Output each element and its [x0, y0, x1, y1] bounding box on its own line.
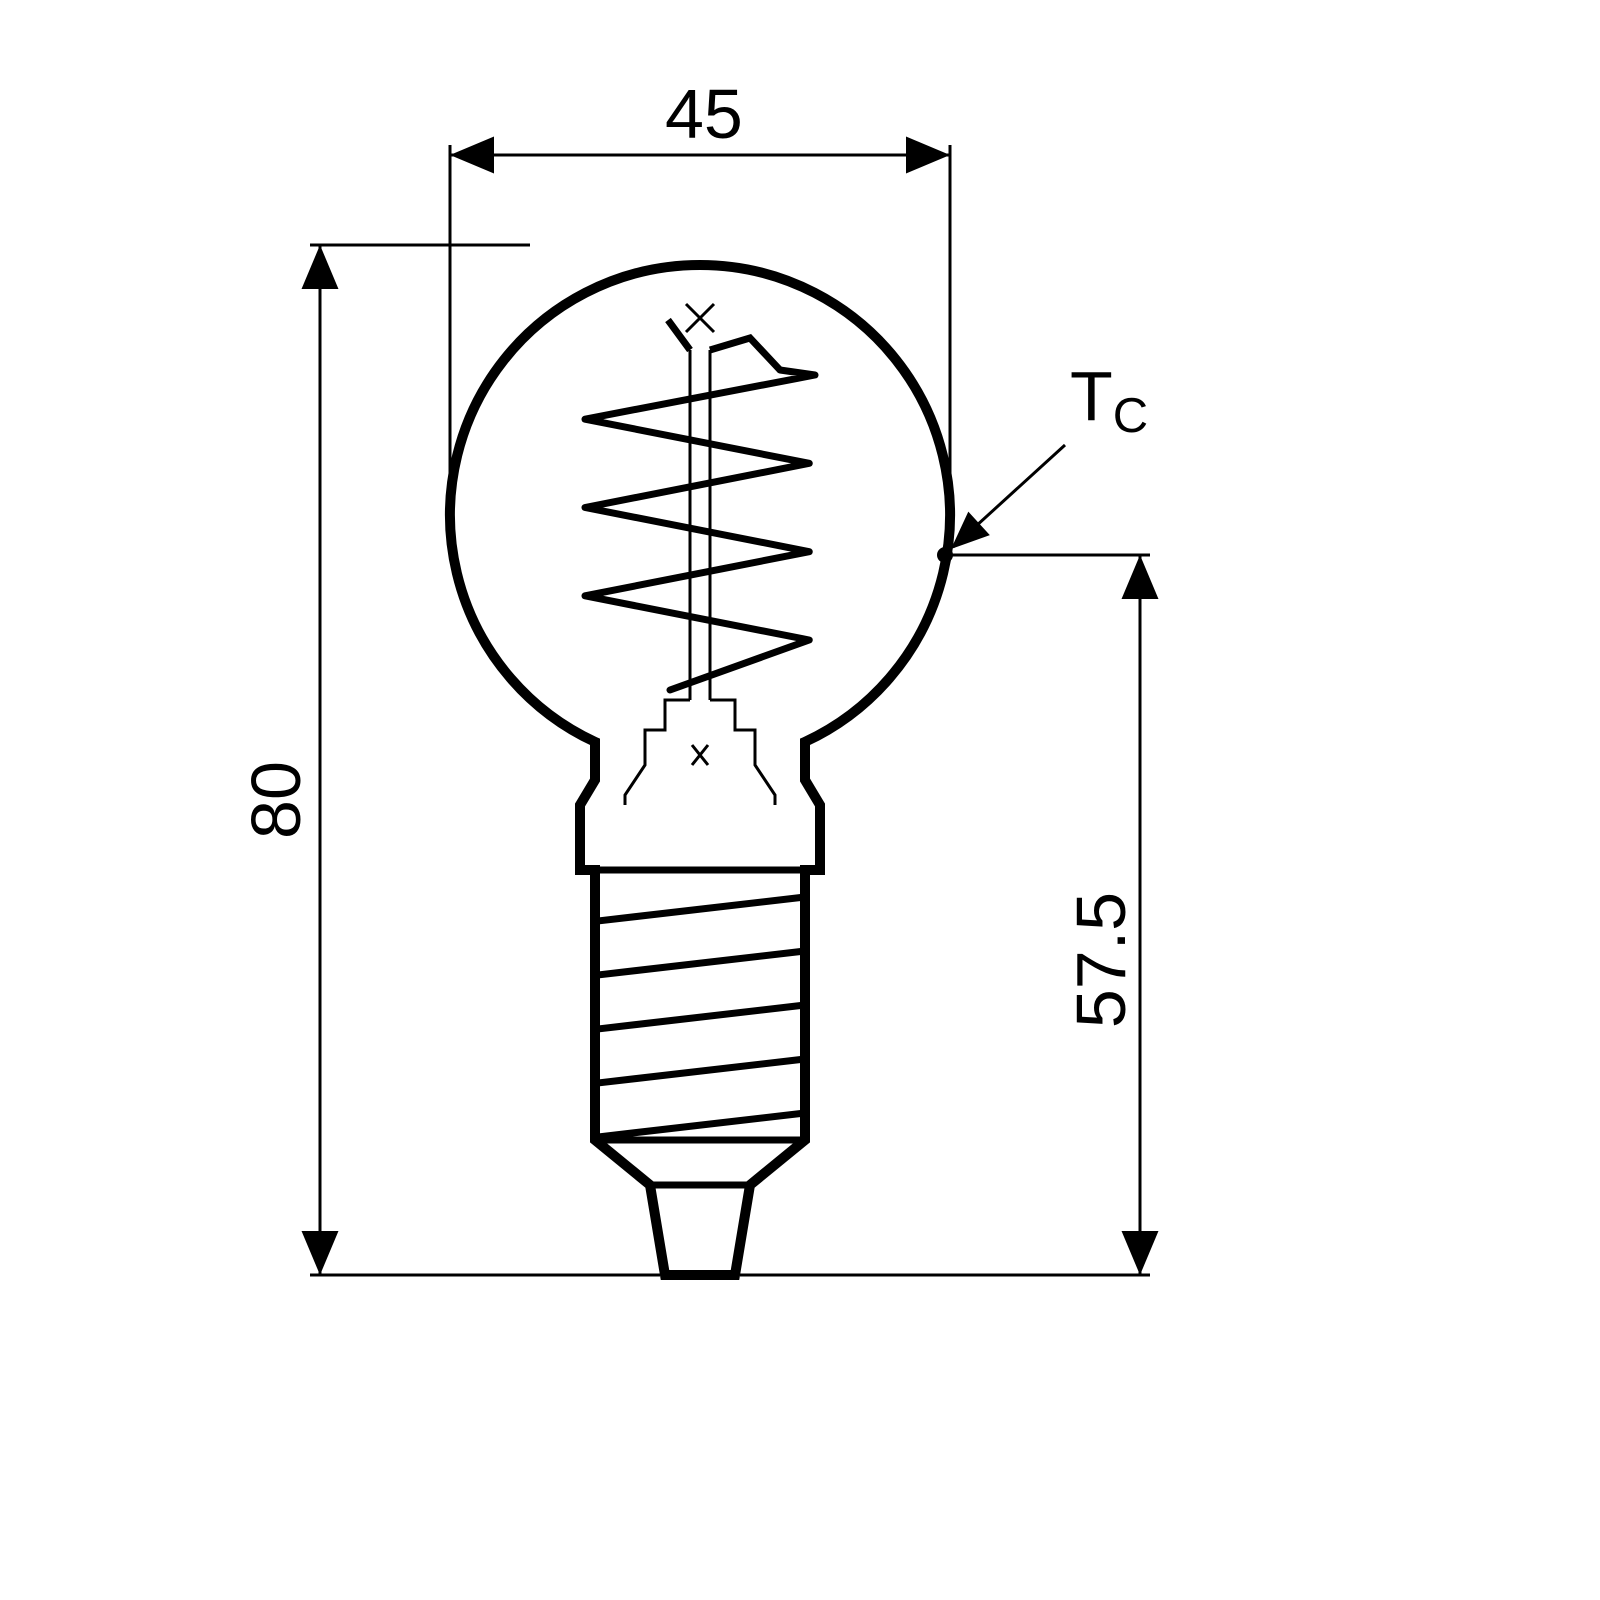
tc-label: TC	[1070, 357, 1148, 443]
thread-line	[595, 1113, 805, 1137]
spiral-filament	[585, 370, 815, 690]
tc-point	[937, 547, 953, 563]
thread-line	[595, 897, 805, 921]
thread-line	[595, 951, 805, 975]
stem-base	[625, 700, 775, 805]
dim-label-height-tc: 57.5	[1062, 892, 1140, 1028]
dim-label-height-total: 80	[237, 761, 315, 839]
stem-top-mark	[686, 304, 714, 332]
thread-line	[595, 1059, 805, 1083]
stem-top-connector	[668, 320, 780, 370]
dim-label-width: 45	[665, 75, 743, 153]
stem-mark	[692, 745, 708, 765]
thread-line	[595, 1005, 805, 1029]
